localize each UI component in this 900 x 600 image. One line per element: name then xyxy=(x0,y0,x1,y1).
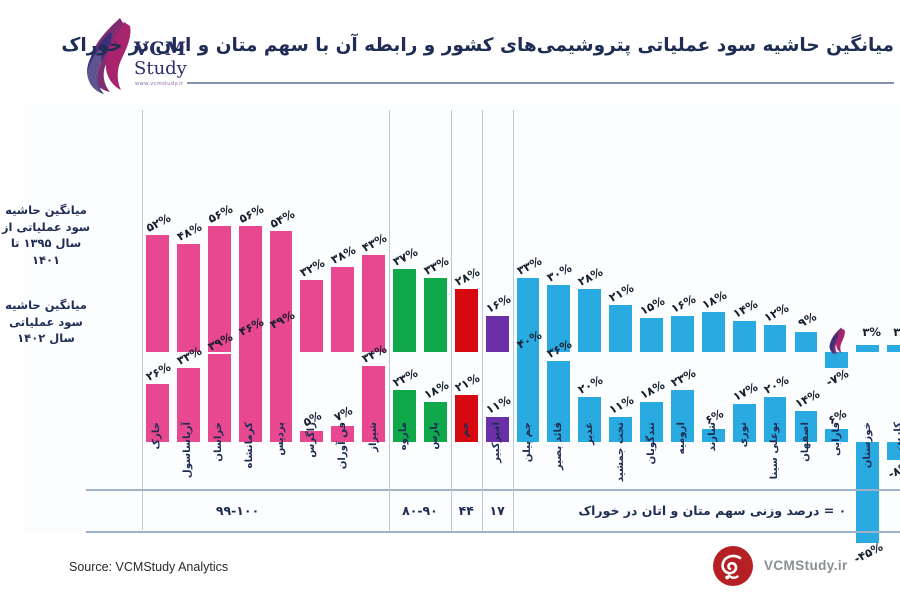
category-label: قائد بصیر xyxy=(529,422,540,470)
bar-top-series[interactable] xyxy=(832,345,855,352)
bar-group: ۳۸%۷%فن آوران xyxy=(303,104,334,534)
infographic-root: VCM Study www.vcmstudy.ir میانگین حاشیه … xyxy=(0,0,900,600)
category-label: نوری xyxy=(714,422,725,447)
category-label: تندگویان xyxy=(622,422,633,465)
header: VCM Study www.vcmstudy.ir میانگین حاشیه … xyxy=(0,0,900,104)
bar-top-series[interactable] xyxy=(616,318,639,352)
footer-feed-value: ۹۹-۱۰۰ xyxy=(62,497,365,523)
bar-top-series[interactable] xyxy=(647,316,670,352)
category-label: آریاساسول xyxy=(158,422,169,478)
logo-study-text: Study xyxy=(110,58,163,79)
group-separator xyxy=(427,110,428,530)
category-label: جم xyxy=(436,422,447,437)
vcmstudy-circle-logo-icon xyxy=(688,545,730,587)
category-label: بوعلی سینا xyxy=(745,422,756,479)
bar-top-series[interactable] xyxy=(462,316,485,352)
bar-group: ۱۶%۲۳%ارومیه xyxy=(643,104,674,534)
bar-columns: ۳%-۸%کاربن۳%-۴۵%خوزستان-۷%۶%فارابی۹%۱۴%ا… xyxy=(118,104,890,534)
footer-rule-top xyxy=(62,489,888,491)
bar-group: ۴۸%۳۳%آریاساسول xyxy=(149,104,180,534)
category-label: غدیر xyxy=(560,422,571,445)
footer-rule-bottom xyxy=(62,531,888,533)
bar-top-series[interactable] xyxy=(400,278,423,352)
category-label: پارس xyxy=(405,422,416,450)
bar-top-series[interactable] xyxy=(431,289,454,352)
footer-separator xyxy=(365,489,366,531)
footer-feed-value: ۸۰-۹۰ xyxy=(365,497,427,523)
flame-watermark-icon xyxy=(803,326,825,356)
bar-group: ۳۰%۳۶%قائد بصیر xyxy=(519,104,550,534)
bar-group: ۳۲%۵%زاگرس xyxy=(272,104,303,534)
source-text: Source: VCMStudy Analytics xyxy=(45,560,204,574)
site-url-text: VCMStudy.ir xyxy=(740,558,824,573)
bar-top-series[interactable] xyxy=(709,321,732,353)
category-label: تخت جمشید xyxy=(591,422,602,482)
bar-group: ۱۲%۲۰%بوعلی سینا xyxy=(736,104,767,534)
footer-feed-value: ۴۴ xyxy=(427,497,458,523)
bar-top-series[interactable] xyxy=(771,332,794,352)
category-label: خراسان xyxy=(189,422,200,462)
group-separator xyxy=(489,110,490,530)
category-label: ارومیه xyxy=(652,422,663,454)
bar-group: ۵۶%۴۶%کرمانشاه xyxy=(211,104,242,534)
axis-label-bottom: میانگین حاشیه سود عملیاتی سال ۱۴۰۲ xyxy=(0,297,68,347)
category-label: فن آوران xyxy=(313,422,324,469)
bar-group: ۳۷%۲۳%ماروه xyxy=(365,104,396,534)
bar-group: ۳%-۸%کاربن xyxy=(859,104,890,534)
bar-group: ۱۶%۱۱%امیرکبیر xyxy=(458,104,489,534)
category-label: اصفهان xyxy=(776,422,787,462)
axis-label-top: میانگین حاشیه سود عملیاتی از سال ۱۳۹۵ تا… xyxy=(0,202,68,269)
bar-top-series[interactable] xyxy=(338,255,361,352)
bar-group: ۵۶%۳۹%خراسان xyxy=(180,104,211,534)
footer-feed-value: ۱۷ xyxy=(458,497,489,523)
bar-group: ۲۱%۱۱%تخت جمشید xyxy=(581,104,612,534)
bar-group: ۱۵%۱۸%تندگویان xyxy=(612,104,643,534)
bar-group: ۲۸%۲۰%غدیر xyxy=(550,104,581,534)
category-label: کرمانشاه xyxy=(220,422,231,468)
category-label: کاربن xyxy=(869,422,880,451)
group-separator xyxy=(458,110,459,530)
bar-value-label-top: ۳% xyxy=(821,325,874,339)
bar-top-series[interactable] xyxy=(585,305,608,352)
footer-separator xyxy=(489,489,490,531)
bar-top-series[interactable] xyxy=(678,312,701,353)
bar-group: ۳%-۴۵%خوزستان xyxy=(828,104,859,534)
bar-chart-plot: میانگین حاشیه سود عملیاتی از سال ۱۳۹۵ تا… xyxy=(0,104,900,534)
group-separator xyxy=(118,110,119,530)
category-label: شازند xyxy=(683,422,694,451)
bar-top-series[interactable] xyxy=(740,325,763,352)
bar-group: ۹%۱۴%اصفهان xyxy=(767,104,798,534)
bar-group: -۷%۶%فارابی xyxy=(797,104,828,534)
footer-separator xyxy=(458,489,459,531)
bar-top-series[interactable] xyxy=(307,267,330,353)
bar-group: ۳۳%۱۸%پارس xyxy=(396,104,427,534)
category-label: امیرکبیر xyxy=(467,422,478,463)
page-title: میانگین حاشیه سود عملیاتی پتروشیمی‌های ک… xyxy=(170,34,870,59)
bar-top-series[interactable] xyxy=(863,345,886,352)
bar-group: ۳۳%۴۰%جم پیلن xyxy=(489,104,520,534)
chart-panel: میانگین حاشیه سود عملیاتی از سال ۱۳۹۵ تا… xyxy=(0,104,900,534)
group-separator xyxy=(365,110,366,530)
category-label: پردیس xyxy=(251,422,262,456)
footer-note: ۰ = درصد وزنی سهم متان و اتان در خوراک xyxy=(489,497,888,523)
category-label: ماروه xyxy=(374,422,385,450)
category-label: شیراز xyxy=(344,422,355,452)
bar-group: ۲۸%۲۱%جم xyxy=(427,104,458,534)
title-divider xyxy=(163,82,870,84)
bar-top-series[interactable] xyxy=(153,244,176,352)
bar-group: ۴۳%۳۴%شیراز xyxy=(334,104,365,534)
logo-url-text: www.vcmstudy.ir xyxy=(111,81,159,87)
bar-top-series[interactable] xyxy=(122,235,145,352)
category-label: جم پیلن xyxy=(498,422,509,462)
category-label: زاگرس xyxy=(282,422,293,458)
category-label: خارک xyxy=(127,422,138,449)
footer-separator xyxy=(427,489,428,531)
bar-group: ۱۸%۶%شازند xyxy=(674,104,705,534)
category-label: خوزستان xyxy=(838,422,849,468)
bar-group: ۵۲%۲۶%خارک xyxy=(118,104,149,534)
category-label: فارابی xyxy=(807,422,818,456)
bar-group: ۱۴%۱۷%نوری xyxy=(705,104,736,534)
